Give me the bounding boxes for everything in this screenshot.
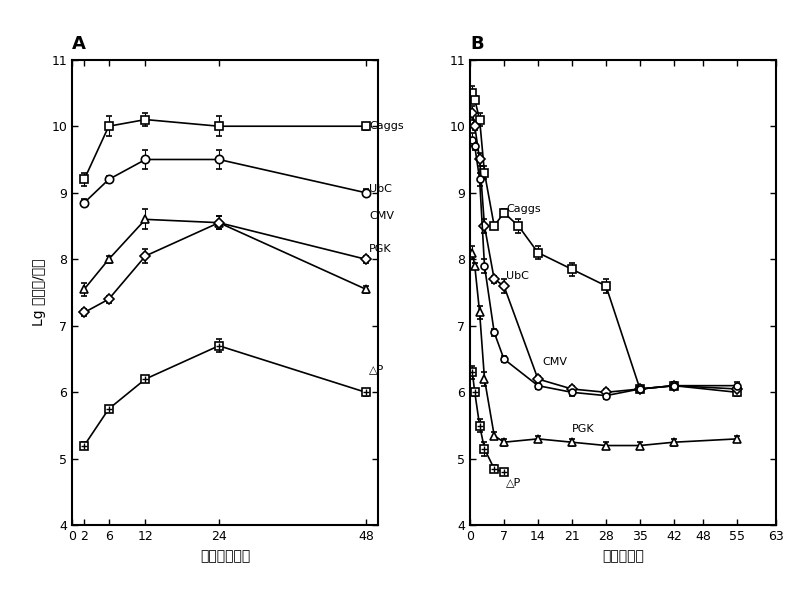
Text: A: A <box>72 35 86 53</box>
Text: △P: △P <box>369 364 384 374</box>
Text: △P: △P <box>506 477 522 487</box>
Text: Caggs: Caggs <box>369 121 403 131</box>
Text: CMV: CMV <box>369 211 394 221</box>
Text: PGK: PGK <box>369 244 391 254</box>
Text: UbC: UbC <box>369 184 392 195</box>
X-axis label: 注射后天数: 注射后天数 <box>602 549 644 563</box>
Y-axis label: Lg 光子数/秒数: Lg 光子数/秒数 <box>32 259 46 327</box>
X-axis label: 注射后小时数: 注射后小时数 <box>200 549 250 563</box>
Text: PGK: PGK <box>572 424 594 434</box>
Text: UbC: UbC <box>506 271 530 281</box>
Text: CMV: CMV <box>542 358 568 367</box>
Text: B: B <box>470 35 483 53</box>
Text: Caggs: Caggs <box>506 204 541 214</box>
